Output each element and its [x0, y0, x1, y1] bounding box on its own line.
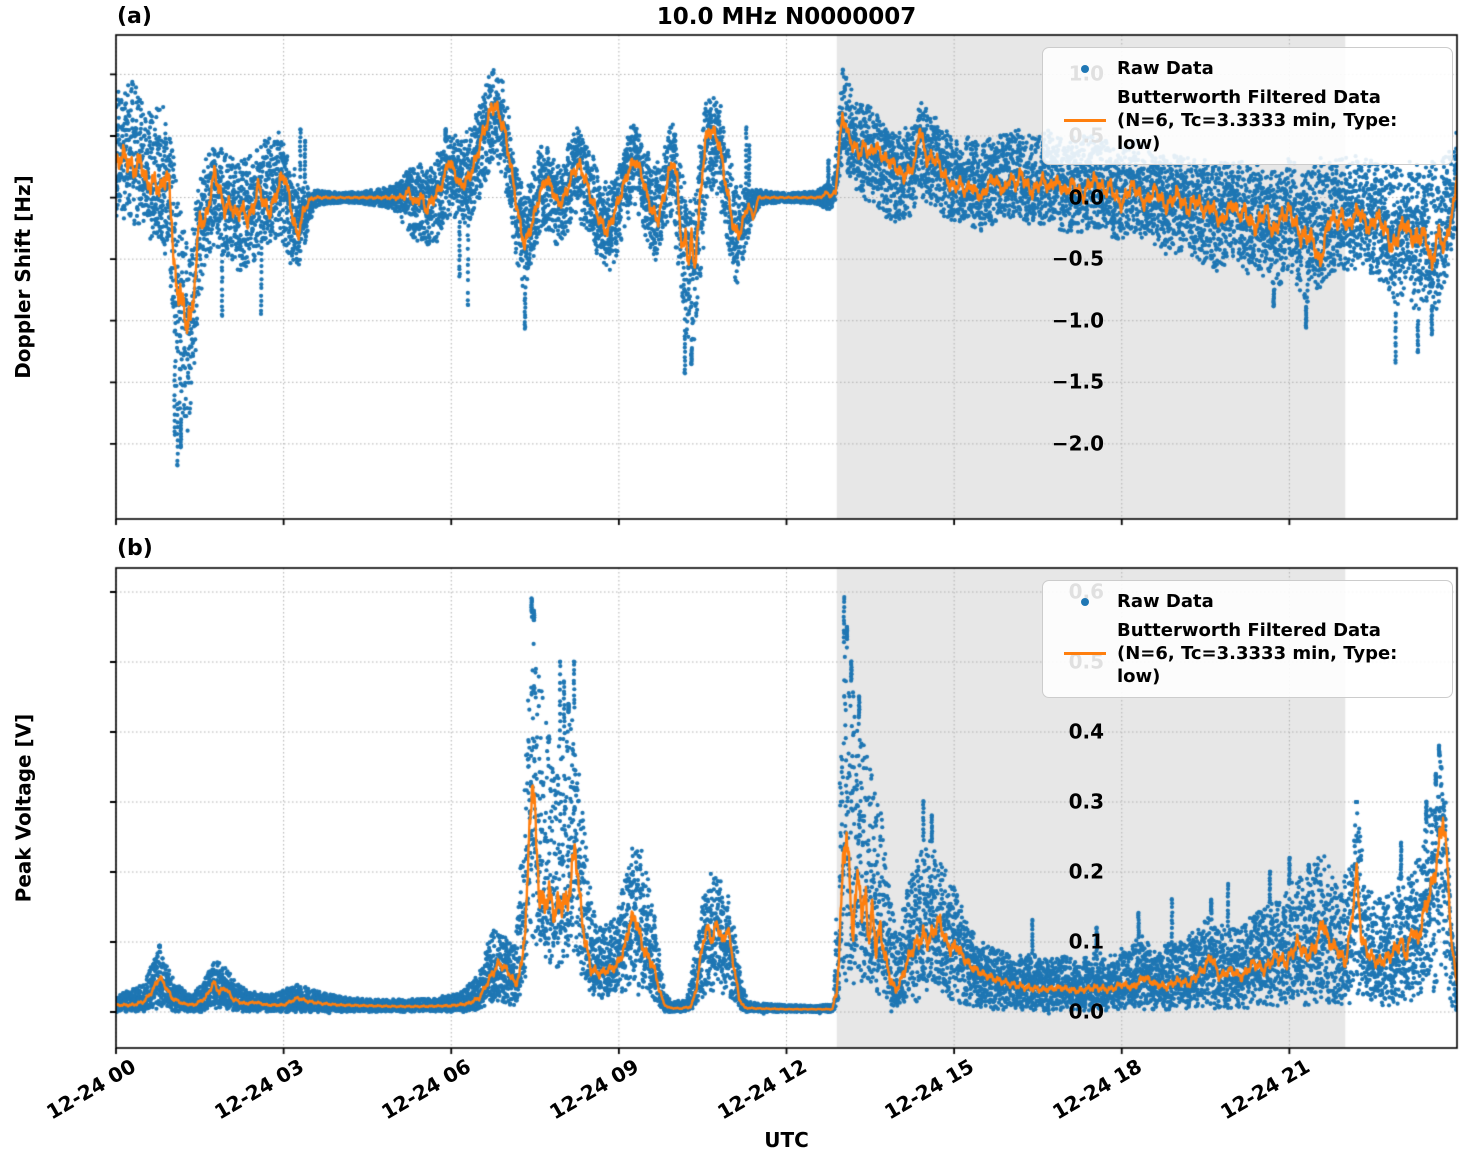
legend-filtered-line2: (N=6, Tc=3.3333 min, Type: low) [1117, 110, 1398, 155]
legend-filtered-line2: (N=6, Tc=3.3333 min, Type: low) [1117, 643, 1398, 688]
legend-marker-cell [1053, 597, 1117, 606]
y-tick-label: 0.0 [1068, 999, 1104, 1024]
legend-raw-data-label: Raw Data [1117, 591, 1214, 612]
x-axis-label: UTC [764, 1128, 809, 1152]
legend-item-raw-data: Raw Data [1053, 57, 1440, 80]
y-axis-label-a-wrap: Doppler Shift [Hz] [0, 35, 46, 519]
y-tick-label: 0.2 [1068, 859, 1104, 884]
filtered-line-icon [1064, 651, 1106, 656]
legend-item-filtered-data: Butterworth Filtered Data (N=6, Tc=3.3333… [1053, 619, 1440, 688]
legend-panel-a: Raw Data Butterworth Filtered Data (N=6, … [1042, 47, 1453, 166]
filtered-line-icon [1064, 118, 1106, 123]
legend-marker-cell [1053, 118, 1117, 123]
y-axis-label-b-wrap: Peak Voltage [V] [0, 568, 46, 1048]
raw-data-dot-icon [1081, 597, 1089, 606]
y-tick-label: −1.5 [1051, 369, 1104, 394]
raw-data-dot-icon [1081, 64, 1089, 73]
legend-marker-cell [1053, 651, 1117, 656]
y-tick-label: 0.4 [1068, 719, 1104, 744]
legend-item-filtered-data: Butterworth Filtered Data (N=6, Tc=3.3333… [1053, 86, 1440, 155]
panel-a-label: (a) [117, 4, 152, 29]
legend-filtered-line1: Butterworth Filtered Data [1117, 620, 1381, 642]
legend-filtered-data-label: Butterworth Filtered Data (N=6, Tc=3.3333… [1117, 619, 1440, 688]
y-tick-label: −2.0 [1051, 431, 1104, 456]
legend-panel-b: Raw Data Butterworth Filtered Data (N=6, … [1042, 580, 1453, 699]
figure-title: 10.0 MHz N0000007 [656, 4, 917, 30]
y-axis-label-a: Doppler Shift [Hz] [11, 175, 36, 379]
y-tick-label: −0.5 [1051, 246, 1104, 271]
panel-b-label: (b) [117, 536, 153, 561]
y-axis-label-b: Peak Voltage [V] [11, 713, 35, 903]
legend-filtered-data-label: Butterworth Filtered Data (N=6, Tc=3.3333… [1117, 86, 1440, 155]
y-tick-label: 0.0 [1068, 185, 1104, 210]
y-tick-label: 0.1 [1068, 929, 1104, 954]
y-tick-label: 0.3 [1068, 789, 1104, 814]
y-tick-label: −1.0 [1051, 308, 1104, 333]
legend-marker-cell [1053, 64, 1117, 73]
legend-filtered-line1: Butterworth Filtered Data [1117, 87, 1381, 109]
legend-raw-data-label: Raw Data [1117, 58, 1214, 79]
legend-item-raw-data: Raw Data [1053, 590, 1440, 613]
